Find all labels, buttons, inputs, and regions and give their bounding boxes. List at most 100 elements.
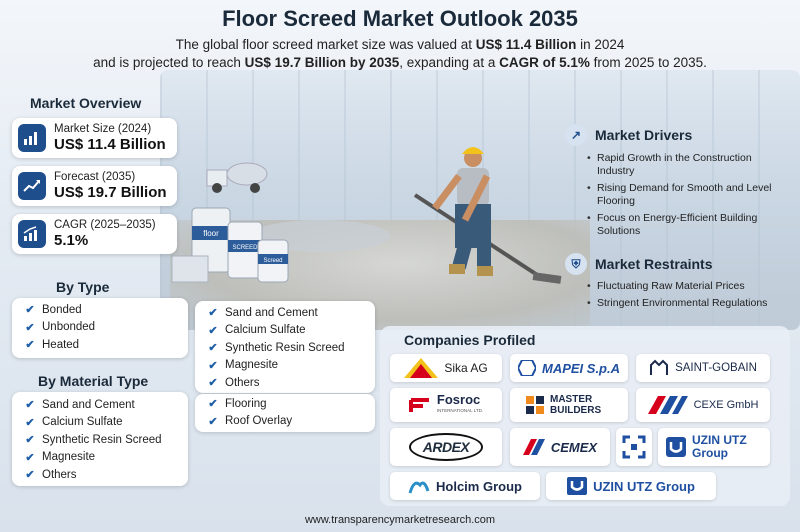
- list-item-label: Flooring: [225, 397, 267, 410]
- list-item-label: Others: [42, 468, 77, 481]
- logo-sika: Sika AG: [390, 354, 502, 382]
- cagr-highlight: CAGR of 5.1%: [499, 55, 590, 70]
- forecast-highlight: US$ 19.7 Billion by 2035: [244, 55, 400, 70]
- logo-ardex: ARDEX: [390, 428, 502, 466]
- summary-text: , expanding at a: [399, 55, 500, 70]
- logo-master-builders: MASTER BUILDERS: [510, 388, 628, 422]
- summary-text: The global floor screed market size was …: [175, 37, 476, 52]
- company-name: UZIN UTZ Group: [593, 478, 695, 494]
- by-type-title: By Type: [56, 279, 110, 295]
- list-item: ✔ Sand and Cement: [205, 304, 375, 322]
- companies-title: Companies Profiled: [404, 332, 536, 348]
- driver-item: Focus on Energy-Efficient Building Solut…: [587, 212, 790, 238]
- logo-cemex: CEMEX: [510, 428, 610, 466]
- list-item: ✔ Magnesite: [205, 357, 375, 375]
- company-name: CEMEX: [550, 439, 598, 455]
- check-icon: ✔: [208, 324, 218, 337]
- check-icon: ✔: [25, 451, 35, 464]
- company-name: Holcim Group: [436, 478, 522, 494]
- stat-value: 5.1%: [54, 232, 89, 249]
- fosroc-logo-icon: [408, 398, 429, 412]
- companies-profiled-panel: Companies Profiled Sika AG MAPEI S.p.A S…: [380, 326, 790, 506]
- list-item-label: Calcium Sulfate: [42, 416, 123, 429]
- summary-text: from 2025 to 2035.: [589, 55, 707, 70]
- check-icon: ✔: [208, 398, 218, 411]
- by-type-card: ✔ Bonded ✔ Unbonded ✔ Heated: [12, 298, 188, 358]
- list-item-label: Calcium Sulfate: [225, 324, 306, 337]
- check-icon: ✔: [208, 359, 218, 372]
- list-item: ✔ Flooring: [205, 395, 375, 413]
- list-item-label: Others: [225, 376, 260, 389]
- stat-value: US$ 19.7 Billion: [54, 184, 167, 201]
- by-material-title: By Material Type: [38, 373, 149, 389]
- cemex-logo-icon: [522, 439, 545, 455]
- company-name: UZIN UTZ Group: [692, 433, 747, 460]
- check-icon: ✔: [25, 339, 35, 352]
- growth-arrow-icon: ↗: [565, 124, 587, 146]
- list-item-label: Magnesite: [42, 451, 96, 464]
- sika-logo-icon: [404, 358, 439, 378]
- list-item: ✔ Calcium Sulfate: [22, 414, 188, 432]
- list-item-label: Synthetic Resin Screed: [225, 341, 345, 354]
- screed-product-bags: floor SCREED Screed: [171, 207, 390, 283]
- mixer-truck-illustration: [206, 162, 268, 193]
- company-name: MAPEI S.p.A: [541, 360, 620, 376]
- holcim-logo-icon: [408, 481, 430, 494]
- summary-text: in 2024: [576, 37, 625, 52]
- check-icon: ✔: [208, 342, 218, 355]
- saint-gobain-logo-icon: [650, 359, 669, 375]
- company-name: MASTER BUILDERS: [550, 394, 602, 416]
- check-icon: ✔: [25, 469, 35, 482]
- svg-text:floor: floor: [203, 229, 219, 238]
- market-overview-title: Market Overview: [30, 95, 142, 111]
- list-item: ✔ Heated: [22, 336, 188, 354]
- list-item: ✔ Magnesite: [22, 449, 188, 467]
- market-size-highlight: US$ 11.4 Billion: [475, 37, 577, 52]
- worker-illustration: [413, 147, 562, 284]
- stat-label: Forecast (2035): [54, 171, 136, 183]
- list-item-label: Synthetic Resin Screed: [42, 433, 162, 446]
- list-item-label: Sand and Cement: [42, 398, 135, 411]
- list-item: ✔ Others: [22, 466, 188, 484]
- material-card: ✔ Sand and Cement ✔ Calcium Sulfate ✔ Synth…: [195, 301, 375, 393]
- check-icon: ✔: [208, 377, 218, 390]
- shield-icon: ⛨: [565, 253, 587, 275]
- application-card: ✔ Flooring ✔ Roof Overlay: [195, 394, 375, 432]
- footer-url[interactable]: www.transparencymarketresearch.com: [304, 514, 496, 526]
- check-icon: ✔: [208, 307, 218, 320]
- summary-text: and is projected to reach: [93, 55, 245, 70]
- market-drivers-title: Market Drivers: [595, 127, 693, 143]
- logo-holcim: Holcim Group: [390, 472, 540, 500]
- list-item-label: Bonded: [42, 303, 82, 316]
- stat-cagr: CAGR (2025–2035) 5.1%: [12, 214, 177, 254]
- driver-item: Rapid Growth in the Construction Industr…: [587, 152, 790, 178]
- master-builders-logo-icon: [526, 396, 544, 414]
- restraint-item: Fluctuating Raw Material Prices: [587, 280, 790, 293]
- logo-saint-gobain: SAINT-GOBAIN: [636, 354, 770, 382]
- restraint-item: Stringent Environmental Regulations: [587, 297, 790, 310]
- check-icon: ✔: [25, 434, 35, 447]
- company-name: ARDEX: [408, 433, 484, 461]
- list-item: ✔ Bonded: [22, 301, 188, 319]
- check-icon: ✔: [25, 416, 35, 429]
- list-item: ✔ Synthetic Resin Screed: [205, 339, 375, 357]
- list-item-label: Unbonded: [42, 321, 96, 334]
- stat-market-size: Market Size (2024) US$ 11.4 Billion: [12, 118, 177, 158]
- check-icon: ✔: [208, 415, 218, 428]
- uzin-utz-logo-icon: [666, 437, 686, 457]
- list-item: ✔ Others: [205, 374, 375, 392]
- list-item-label: Heated: [42, 338, 80, 351]
- list-item-label: Sand and Cement: [225, 306, 318, 319]
- list-item: ✔ Calcium Sulfate: [205, 322, 375, 340]
- list-item: ✔ Sand and Cement: [22, 396, 188, 414]
- market-restraints-panel: ⛨ Market Restraints Fluctuating Raw Mate…: [565, 253, 790, 314]
- forecast-icon: [18, 172, 46, 200]
- market-restraints-title: Market Restraints: [595, 256, 713, 272]
- company-subtitle: INTERNATIONAL LTD.: [436, 408, 484, 413]
- bracket-logo-icon: [622, 435, 646, 459]
- check-icon: ✔: [25, 321, 35, 334]
- company-name: Fosroc: [436, 392, 481, 407]
- uzin-utz-logo-icon: [567, 477, 588, 495]
- company-name: Sika AG: [444, 361, 488, 375]
- stat-label: CAGR (2025–2035): [54, 219, 156, 231]
